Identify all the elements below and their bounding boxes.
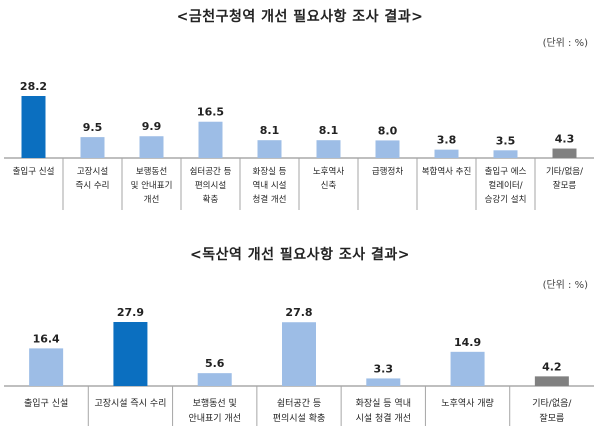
data-label-10: 4.3 xyxy=(555,133,575,146)
category-label-7: 기타/없음/잘모름 xyxy=(532,398,572,424)
chart-plot: 16.4 출입구 신설 27.9 고장시설 즉시 수리 5.6 보행동선 및 안내표기 개선… xyxy=(4,306,594,426)
category-label-4: 쉼터공간 등 편의시설 확충 xyxy=(190,166,232,205)
bar-6 xyxy=(450,351,485,386)
category-label-4: 쉼터공간 등 편의시설 확충 xyxy=(273,398,326,424)
bar-1 xyxy=(21,96,46,158)
bar-7 xyxy=(534,376,569,386)
bar-8 xyxy=(434,149,459,158)
category-label-1: 출입구 신설 xyxy=(24,397,68,409)
data-label-7: 4.2 xyxy=(542,360,562,373)
data-label-4: 16.5 xyxy=(197,106,224,119)
chart-plot: 28.2 출입구 신설 9.5 고장시설 즉시 수리 9.9 보행동선 및 안내표기 개선 16.… xyxy=(4,80,594,210)
category-label-6: 노후역사 신축 xyxy=(313,166,344,191)
chart-doksan: <독산역 개선 필요사항 조사 결과> (단위 : %) 16.4 출입구 신설 2… xyxy=(0,240,600,435)
bar-4 xyxy=(282,322,316,386)
category-label-5: 화장실 등 역내 시설 청결 개선 xyxy=(253,166,287,205)
category-label-3: 보행동선 및 안내표기 개선 xyxy=(131,166,173,205)
bar-9 xyxy=(493,150,518,158)
bar-3 xyxy=(197,373,232,386)
unit-note: (단위 : %) xyxy=(542,38,588,49)
bar-7 xyxy=(375,140,400,158)
bar-4 xyxy=(198,121,223,158)
data-label-4: 27.8 xyxy=(285,306,312,319)
category-label-2: 고장시설 즉시 수리 xyxy=(94,398,166,409)
data-label-6: 14.9 xyxy=(454,336,481,349)
data-label-1: 16.4 xyxy=(33,332,60,345)
category-label-6: 노후역사 개량 xyxy=(441,397,494,409)
bar-1 xyxy=(29,348,64,386)
data-label-5: 8.1 xyxy=(260,124,280,137)
data-label-6: 8.1 xyxy=(319,124,339,137)
bar-6 xyxy=(316,140,341,158)
category-label-7: 급행정차 xyxy=(372,166,403,177)
data-label-2: 9.5 xyxy=(83,121,103,134)
data-label-5: 3.3 xyxy=(374,362,394,375)
bar-5 xyxy=(366,378,401,386)
category-label-2: 고장시설 즉시 수리 xyxy=(76,166,110,191)
data-label-8: 3.8 xyxy=(437,134,457,147)
category-label-9: 출입구 에스 컬레이터/승강기 설치 xyxy=(485,166,527,205)
bar-2 xyxy=(113,322,148,386)
category-label-1: 출입구 신설 xyxy=(13,166,55,177)
chart-title: <금천구청역 개선 필요사항 조사 결과> xyxy=(176,9,424,25)
data-label-3: 9.9 xyxy=(142,120,162,133)
unit-note: (단위 : %) xyxy=(542,280,588,291)
bar-2 xyxy=(80,137,105,158)
category-label-3: 보행동선 및 안내표기 개선 xyxy=(188,397,241,424)
category-label-8: 복합역사 추진 xyxy=(422,166,472,177)
category-label-5: 화장실 등 역내 시설 청결 개선 xyxy=(356,398,411,424)
chart-title: <독산역 개선 필요사항 조사 결과> xyxy=(190,247,410,263)
bar-10 xyxy=(552,148,577,158)
data-label-3: 5.6 xyxy=(205,357,225,370)
data-label-9: 3.5 xyxy=(496,134,516,147)
data-label-2: 27.9 xyxy=(117,306,144,319)
bar-3 xyxy=(139,136,164,158)
chart-geumcheon: <금천구청역 개선 필요사항 조사 결과> (단위 : %) 28.2 출입구 신… xyxy=(4,9,594,210)
data-label-7: 8.0 xyxy=(378,124,398,137)
data-label-1: 28.2 xyxy=(20,80,47,93)
category-label-10: 기타/없음/잘모름 xyxy=(546,167,583,191)
bar-5 xyxy=(257,140,282,158)
